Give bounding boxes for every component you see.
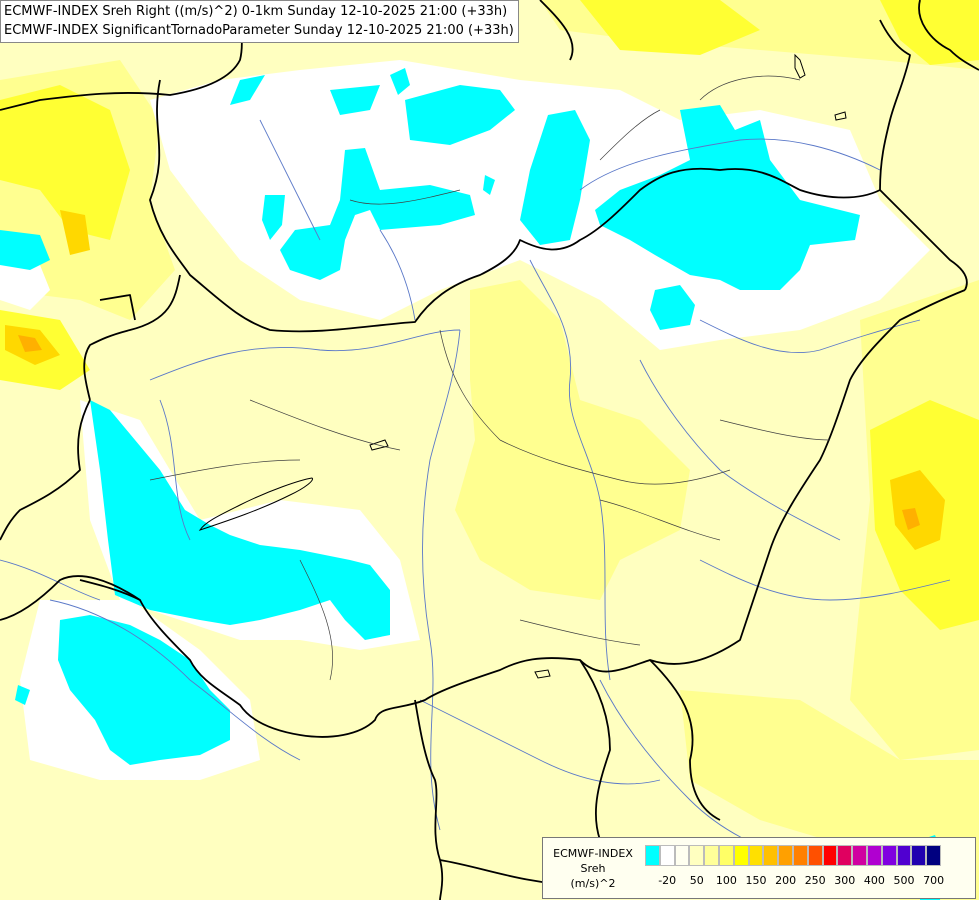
legend-tick-label: -20 xyxy=(658,874,677,887)
legend-label: ECMWF-INDEX Sreh (m/s)^2 xyxy=(545,846,641,891)
legend-tick-label: 150 xyxy=(745,874,767,887)
legend-swatch xyxy=(674,845,690,866)
color-legend: ECMWF-INDEX Sreh (m/s)^2 -20 50 100 150 200 2… xyxy=(542,837,976,899)
legend-tick-label: 700 xyxy=(923,874,945,887)
region-borders xyxy=(149,75,831,681)
legend-swatch xyxy=(659,845,675,866)
lakes xyxy=(198,53,847,679)
rivers xyxy=(0,119,951,861)
title-line-2: ECMWF-INDEX SignificantTornadoParameter … xyxy=(4,23,514,38)
legend-label-unit: (m/s)^2 xyxy=(570,877,616,890)
legend-tick-label: 50 xyxy=(689,874,704,887)
legend-tick-label: 300 xyxy=(834,874,856,887)
legend-swatch xyxy=(896,845,912,866)
legend-tick-label: 400 xyxy=(863,874,885,887)
legend-swatch xyxy=(704,845,719,866)
legend-swatch xyxy=(748,845,764,866)
title-line-1: ECMWF-INDEX Sreh Right ((m/s)^2) 0-1km S… xyxy=(4,4,508,19)
legend-swatches xyxy=(645,845,941,866)
legend-swatch xyxy=(689,845,705,866)
legend-tick-label: 100 xyxy=(715,874,737,887)
legend-swatch xyxy=(911,845,927,866)
legend-tick-label: 500 xyxy=(893,874,915,887)
legend-swatch xyxy=(837,845,853,866)
legend-swatch xyxy=(733,845,749,866)
legend-swatch xyxy=(807,845,823,866)
legend-tick-label: 250 xyxy=(804,874,826,887)
legend-swatch xyxy=(778,845,793,866)
legend-label-param: Sreh xyxy=(580,862,606,875)
legend-swatch xyxy=(866,845,882,866)
legend-tick-label: 200 xyxy=(775,874,797,887)
legend-swatch xyxy=(792,845,808,866)
legend-swatch xyxy=(763,845,779,866)
high-field xyxy=(5,210,945,550)
legend-swatch xyxy=(718,845,734,866)
legend-ticks: -20 50 100 150 200 250 300 400 500 700 xyxy=(645,874,975,888)
legend-swatch xyxy=(881,845,897,866)
legend-swatch xyxy=(645,845,660,866)
legend-swatch xyxy=(822,845,838,866)
legend-swatch xyxy=(926,845,941,866)
map-title-box: ECMWF-INDEX Sreh Right ((m/s)^2) 0-1km S… xyxy=(0,0,519,43)
highest-field xyxy=(18,335,920,530)
legend-label-model: ECMWF-INDEX xyxy=(553,847,633,860)
negative-field xyxy=(0,68,945,900)
legend-swatch xyxy=(852,845,867,866)
